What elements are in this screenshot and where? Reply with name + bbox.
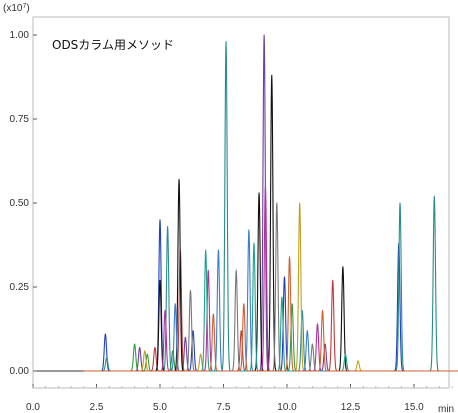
series-layer: [33, 34, 458, 372]
y-tick-label: 1.00: [10, 30, 30, 41]
x-tick-label: 15.0: [404, 402, 424, 413]
x-tick-label: 5.0: [153, 402, 167, 413]
x-tick-label: 12.5: [341, 402, 361, 413]
y-tick-label: 0.75: [10, 114, 30, 125]
x-tick-label: 7.5: [217, 402, 231, 413]
axis-layer: 0.00 0.25 0.50 0.75 1.00 0.0 2.5 5.0 7.5 10.0 12.5…: [10, 30, 453, 413]
y-multiplier-suffix: ): [26, 3, 29, 14]
y-tick-label: 0.00: [10, 366, 30, 377]
y-multiplier-exponent: 7: [22, 3, 26, 10]
chromatogram-trace: [83, 256, 458, 372]
x-tick-label: 0.0: [26, 402, 40, 413]
y-multiplier-prefix: (x10: [3, 3, 23, 14]
y-tick-label: 0.50: [10, 198, 30, 209]
x-axis-label: min: [438, 404, 454, 413]
y-axis-multiplier: (x107): [3, 3, 30, 14]
chart-title: ODSカラム用メソッド: [52, 38, 174, 52]
y-tick-label: 0.25: [10, 282, 30, 293]
x-tick-label: 10.0: [277, 402, 297, 413]
x-tick-label: 2.5: [90, 402, 104, 413]
